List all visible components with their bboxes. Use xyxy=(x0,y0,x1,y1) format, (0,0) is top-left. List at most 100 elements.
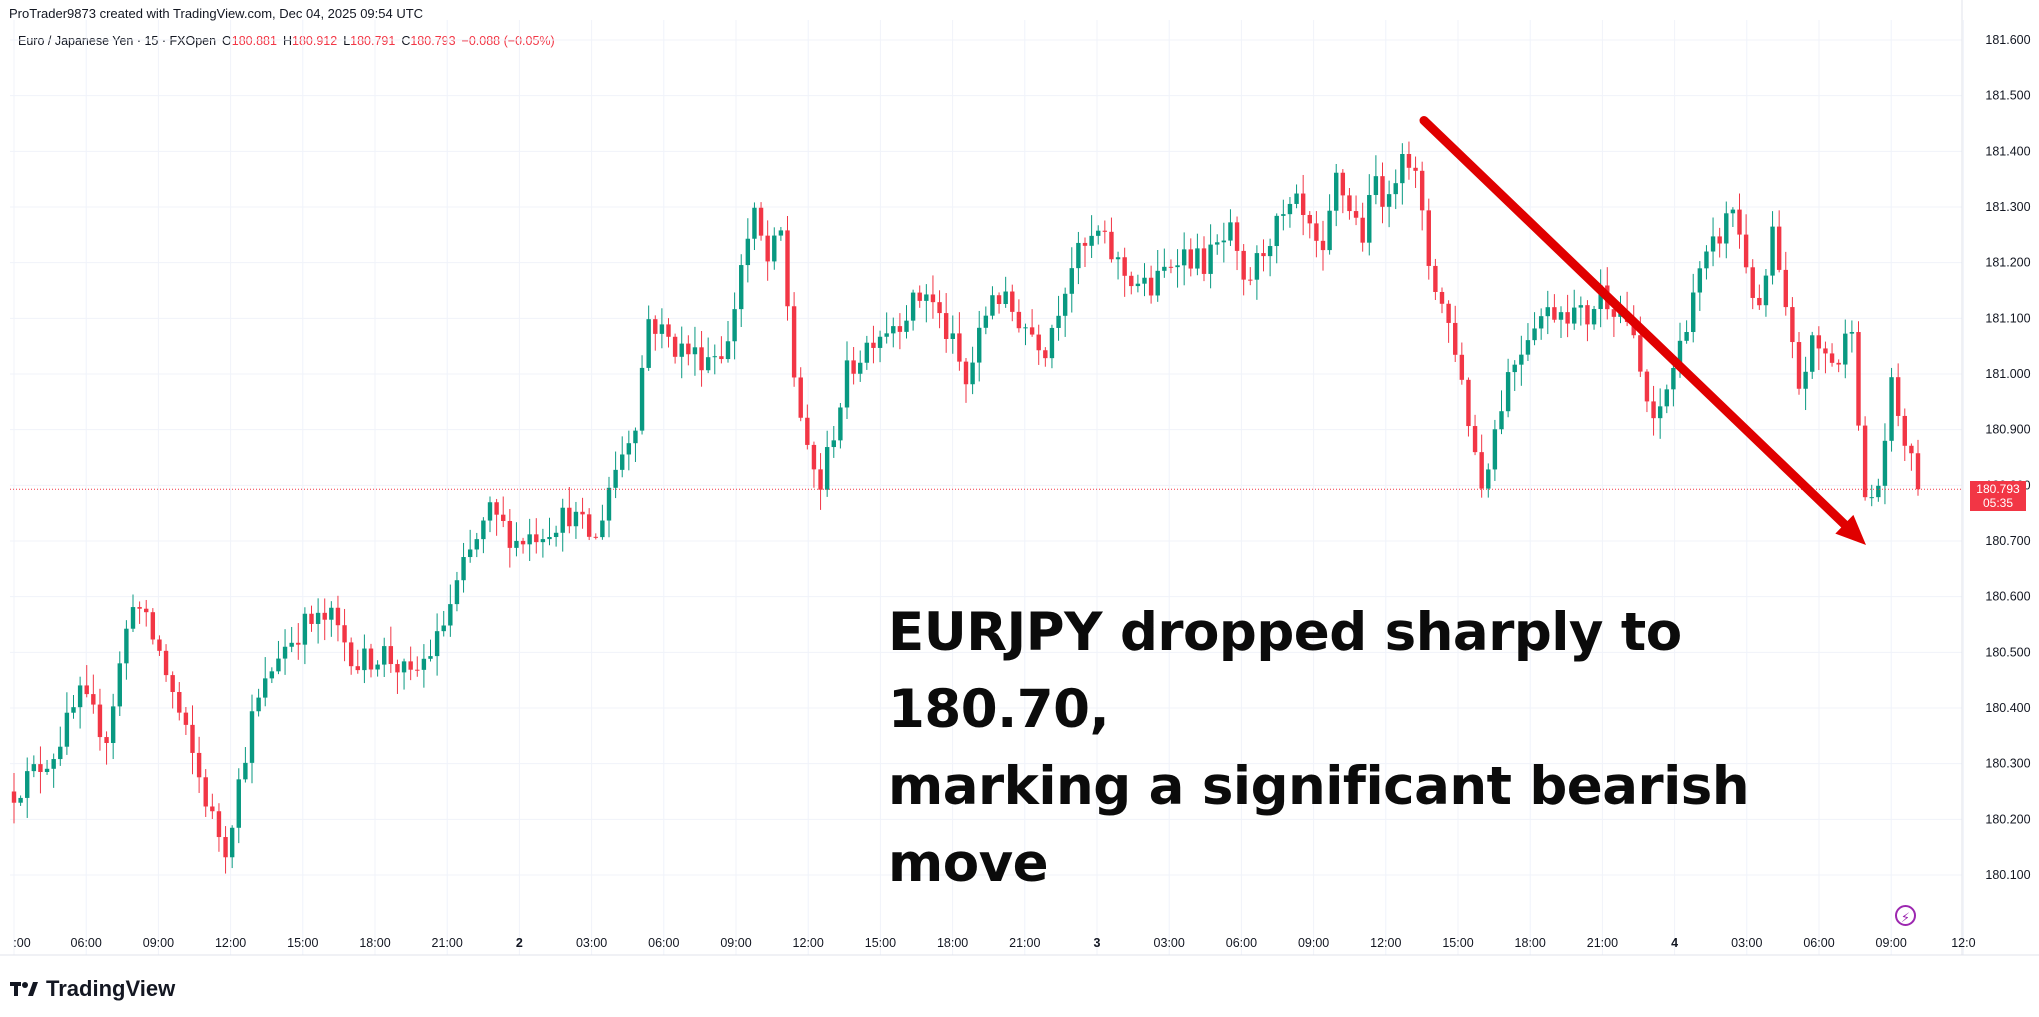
candle-down xyxy=(943,313,949,339)
candle-down xyxy=(1783,269,1788,308)
candle-up xyxy=(1671,368,1676,390)
change-value: −0.088 (−0.05%) xyxy=(461,34,555,48)
candle-up xyxy=(838,407,843,441)
candle-down xyxy=(1644,371,1650,402)
candle-up xyxy=(1803,371,1808,389)
candle-up xyxy=(329,607,334,620)
candle-down xyxy=(1380,176,1385,207)
candle-up xyxy=(1056,315,1061,328)
candle-up xyxy=(1849,332,1855,334)
candle-down xyxy=(686,343,691,355)
current-price: 180.793 xyxy=(1976,482,2020,496)
candle-up xyxy=(639,367,645,431)
candle-down xyxy=(1129,275,1134,287)
candle-down xyxy=(1757,297,1762,306)
candle-down xyxy=(1234,222,1240,251)
candle-down xyxy=(1862,425,1868,498)
candle-up xyxy=(77,685,83,708)
candle-up xyxy=(1578,305,1584,308)
lightning-icon[interactable]: ⚡ xyxy=(1895,905,1916,926)
candle-up xyxy=(110,706,116,743)
candle-down xyxy=(1750,267,1755,298)
candle-up xyxy=(1763,275,1769,306)
symbol-legend: Euro / Japanese Yen · 15 · FXOpen O180.88… xyxy=(18,34,555,48)
candle-up xyxy=(1096,230,1101,236)
candle-down xyxy=(805,417,810,445)
candle-up xyxy=(282,646,288,659)
candle-down xyxy=(917,292,922,301)
candle-down xyxy=(501,514,506,521)
candle-down xyxy=(1122,257,1127,276)
candle-up xyxy=(1538,316,1544,329)
candle-down xyxy=(1816,335,1822,349)
candle-up xyxy=(600,520,605,538)
candle-down xyxy=(395,664,400,673)
candle-down xyxy=(1241,250,1246,280)
candle-down xyxy=(1433,265,1438,292)
candle-down xyxy=(1314,223,1319,241)
candle-up xyxy=(1499,411,1504,430)
close-value: 180.793 xyxy=(410,34,456,48)
candle-down xyxy=(1082,242,1088,246)
candle-up xyxy=(824,447,830,490)
candle-down xyxy=(150,612,156,640)
candle-down xyxy=(1743,234,1749,268)
candle-down xyxy=(322,612,327,620)
candle-up xyxy=(620,454,625,470)
brand-name: TradingView xyxy=(46,976,176,1001)
candle-up xyxy=(375,664,380,670)
candle-up xyxy=(1221,240,1227,243)
time-tick-label: 12:00 xyxy=(1370,936,1401,950)
candle-up xyxy=(117,663,122,707)
candle-up xyxy=(514,540,519,548)
time-tick-label: 06:00 xyxy=(1226,936,1257,950)
candle-up xyxy=(910,292,916,321)
candle-down xyxy=(408,661,413,670)
candle-up xyxy=(983,315,989,328)
candle-down xyxy=(1413,167,1418,171)
candle-up xyxy=(778,230,784,236)
candle-down xyxy=(494,502,499,515)
high-label: H xyxy=(282,34,292,48)
candle-up xyxy=(1287,203,1293,215)
candle-down xyxy=(1010,291,1015,312)
candle-up xyxy=(884,333,889,337)
candle-up xyxy=(772,235,777,262)
candle-up xyxy=(1076,242,1081,269)
candle-up xyxy=(1710,236,1716,252)
candle-down xyxy=(957,333,962,362)
candle-down xyxy=(1188,249,1193,269)
time-tick-label: 06:00 xyxy=(648,936,679,950)
candle-up xyxy=(1386,194,1392,207)
tradingview-logo[interactable]: TradingView xyxy=(10,976,175,1002)
price-tick-label: 180.900 xyxy=(1985,423,2030,437)
candle-up xyxy=(1657,406,1663,419)
candle-up xyxy=(130,607,136,629)
candle-down xyxy=(1201,248,1207,274)
candle-down xyxy=(1168,266,1174,268)
candle-up xyxy=(950,333,955,339)
candle-up xyxy=(1730,209,1736,214)
candle-up xyxy=(844,360,850,408)
price-axis: 181.600 181.500 181.400 181.300 181.200 181.1… xyxy=(1961,0,2031,955)
time-tick-label: 03:00 xyxy=(1154,936,1185,950)
symbol-name[interactable]: Euro / Japanese Yen · 15 · FXOpen xyxy=(18,34,217,48)
candle-up xyxy=(646,319,651,368)
candle-up xyxy=(1691,292,1696,332)
chart-credit: ProTrader9873 created with TradingView.c… xyxy=(9,6,424,21)
candle-down xyxy=(216,811,222,838)
candle-down xyxy=(586,514,592,537)
candle-up xyxy=(725,341,731,360)
open-label: O xyxy=(222,34,232,48)
time-tick-label: 21:00 xyxy=(432,936,463,950)
candle-up xyxy=(302,613,308,645)
candle-down xyxy=(811,444,817,470)
time-tick-label: 12:00 xyxy=(793,936,824,950)
candle-up xyxy=(1162,266,1167,271)
candle-down xyxy=(170,675,175,693)
candle-down xyxy=(871,342,876,348)
time-tick-label: 2 xyxy=(516,936,523,950)
price-tick-label: 181.600 xyxy=(1985,33,2030,47)
candle-down xyxy=(1856,332,1861,426)
